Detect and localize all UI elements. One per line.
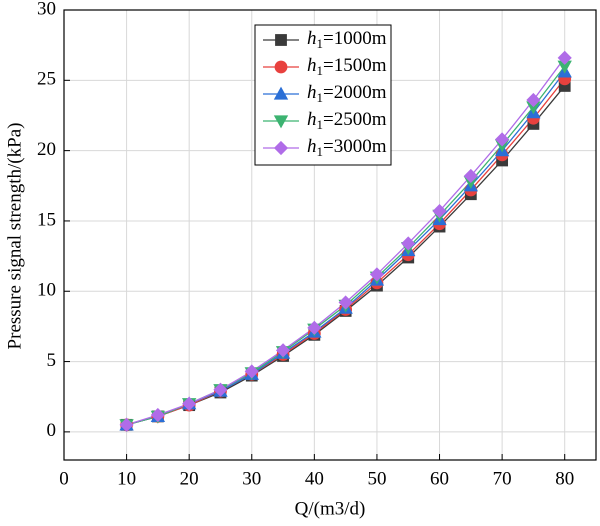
marker	[369, 267, 385, 282]
x-tick-label: 30	[242, 468, 261, 489]
marker	[273, 86, 289, 100]
plot-frame	[63, 9, 597, 461]
x-tick-label: 60	[430, 468, 449, 489]
y-tick-label: 20	[37, 139, 56, 160]
marker	[526, 92, 541, 108]
y-axis-label: Pressure signal strength/(kPa)	[4, 123, 25, 350]
y-tick-label: 30	[37, 0, 56, 19]
marker	[275, 343, 291, 358]
y-tick-label: 25	[37, 69, 56, 90]
x-tick-label: 40	[305, 468, 324, 489]
marker	[213, 382, 228, 397]
marker	[275, 34, 287, 46]
legend-label: h1=3000m	[307, 136, 387, 159]
legend-label: h1=2000m	[307, 82, 387, 105]
marker	[557, 50, 572, 65]
x-tick-label: 10	[117, 468, 136, 489]
legend-label: h1=1000m	[307, 28, 387, 51]
marker	[274, 60, 288, 74]
x-tick-label: 0	[59, 468, 69, 489]
legend-label: h1=1500m	[307, 55, 387, 78]
marker	[463, 168, 478, 184]
x-tick-label: 50	[367, 468, 386, 489]
marker	[307, 320, 322, 335]
legend-label: h1=2500m	[307, 109, 387, 132]
y-tick-label: 0	[47, 420, 57, 441]
marker	[338, 295, 353, 310]
y-tick-label: 5	[47, 350, 57, 371]
x-tick-label: 20	[180, 468, 199, 489]
x-tick-label: 70	[493, 468, 512, 489]
y-tick-label: 10	[37, 280, 56, 301]
x-axis-label: Q/(m3/d)	[295, 498, 366, 519]
marker	[244, 364, 259, 379]
marker	[273, 140, 289, 156]
marker	[150, 407, 165, 423]
x-tick-label: 80	[555, 468, 574, 489]
marker	[182, 396, 197, 411]
marker	[432, 204, 447, 219]
marker	[273, 115, 289, 129]
marker	[401, 236, 416, 251]
marker	[495, 132, 510, 147]
y-tick-label: 15	[37, 209, 56, 230]
marker	[119, 417, 134, 432]
